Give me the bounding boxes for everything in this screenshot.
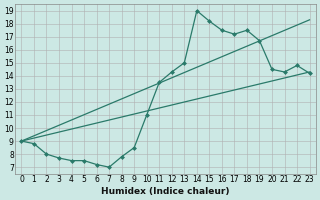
- X-axis label: Humidex (Indice chaleur): Humidex (Indice chaleur): [101, 187, 230, 196]
